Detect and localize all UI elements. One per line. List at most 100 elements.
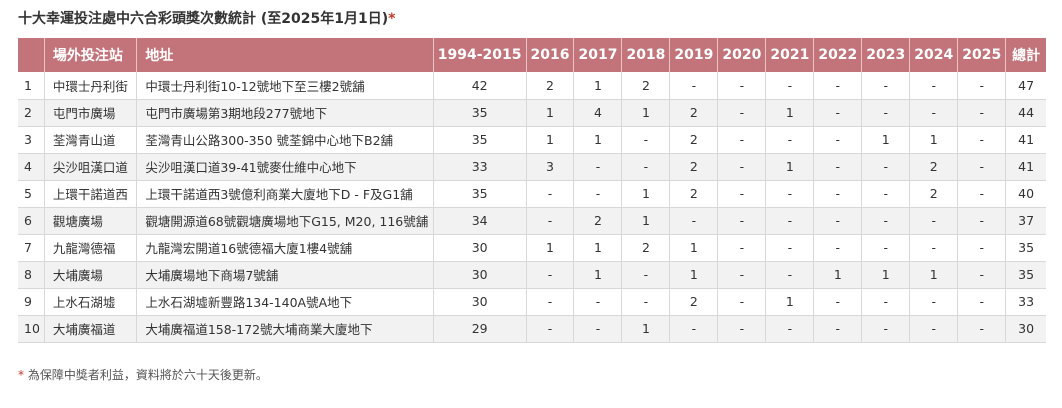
table-cell: 2 — [669, 153, 718, 180]
table-cell: 上環干諾道西3號億利商業大廈地下D - F及G1舖 — [136, 180, 434, 207]
column-header: 2021 — [765, 38, 814, 72]
table-cell: 35 — [432, 99, 527, 126]
table-row: 9 上水石湖墟 上水石湖墟新豐路134-140A號A地下 30- - -2-1- - - -33 — [18, 288, 1046, 315]
table-cell: 9 — [24, 294, 32, 309]
table-cell: - — [525, 207, 574, 234]
table-row: 4 尖沙咀漢口道 尖沙咀漢口道39-41號麥仕維中心地下 33 3- -2-1- -2-41 — [18, 153, 1046, 180]
table-cell: 3 — [24, 132, 32, 147]
table-cell: - — [765, 261, 814, 288]
table-cell: - — [861, 180, 910, 207]
table-cell: - — [621, 126, 670, 153]
table-cell: - — [813, 288, 862, 315]
table-cell: 1 — [621, 207, 670, 234]
table-cell: 屯門市廣場 — [43, 99, 137, 126]
footnote: * 為保障中獎者利益，資料將於六十天後更新。 — [18, 366, 268, 383]
table-cell: 大埔廣場地下商場7號舖 — [136, 261, 434, 288]
column-header: 場外投注站 — [43, 38, 137, 72]
table-cell: 35 — [432, 126, 527, 153]
column-header: 地址 — [136, 38, 434, 72]
table-cell: - — [765, 72, 814, 99]
table-body: 1 中環士丹利街 中環士丹利街10-12號地下至三樓2號舖 42 2 1 2- - - - - - -4… — [18, 72, 1046, 342]
table-cell: 大埔廣福道 — [43, 315, 137, 342]
table-cell: 1 — [24, 77, 32, 93]
table-cell: 觀塘開源道68號觀塘廣場地下G15, M20, 116號舖 — [136, 207, 434, 234]
table-cell: - — [765, 207, 814, 234]
table-cell: 2 — [621, 72, 670, 99]
table-row: 1 中環士丹利街 中環士丹利街10-12號地下至三樓2號舖 42 2 1 2- - - - - - -4… — [18, 72, 1046, 99]
table-cell: 中環士丹利街 — [43, 72, 137, 99]
table-cell: - — [861, 288, 910, 315]
table-cell: 1 — [813, 261, 862, 288]
table-cell: - — [525, 315, 574, 342]
table-cell: - — [957, 288, 1006, 315]
page-title: 十大幸運投注處中六合彩頭獎次數統計 (至2025年1月1日)* — [18, 8, 395, 28]
table-cell: - — [957, 72, 1006, 99]
table-cell: 30 — [1005, 315, 1046, 342]
table-cell: - — [621, 261, 670, 288]
table-cell: - — [813, 99, 862, 126]
table-row: 6 觀塘廣場 觀塘開源道68號觀塘廣場地下G15, M20, 116號舖 34-2 1-… — [18, 207, 1046, 234]
table-cell: 1 — [621, 180, 670, 207]
table-cell: 41 — [1005, 153, 1046, 180]
table-row: 5 上環干諾道西 上環干諾道西3號億利商業大廈地下D - F及G1舖 35- -1 2- -… — [18, 180, 1046, 207]
table-cell: 41 — [1005, 126, 1046, 153]
table-cell: - — [669, 207, 718, 234]
table-cell: - — [861, 72, 910, 99]
column-header: 總計 — [1005, 38, 1046, 72]
table-cell: 3 — [525, 153, 574, 180]
table-cell: 6 — [24, 213, 32, 228]
table-cell: 7 — [24, 240, 32, 255]
table-cell: - — [861, 207, 910, 234]
table-cell: 2 — [669, 288, 718, 315]
table-cell: 4 — [573, 99, 622, 126]
page-title-text: 十大幸運投注處中六合彩頭獎次數統計 (至2025年1月1日) — [18, 11, 389, 27]
table-cell: - — [861, 153, 910, 180]
table-cell: - — [717, 261, 766, 288]
table-cell: - — [909, 315, 958, 342]
table-cell: 1 — [525, 126, 574, 153]
table-cell: - — [957, 207, 1006, 234]
table-cell: - — [621, 288, 670, 315]
table-cell: - — [573, 288, 622, 315]
table-header: 場外投注站 地址 1994-2015 2016 2017 2018 2019 2020 2021… — [18, 38, 1046, 72]
table-cell: 上水石湖墟 — [43, 288, 137, 315]
table-cell: 荃灣青山道 — [43, 126, 137, 153]
table-cell: - — [957, 180, 1006, 207]
column-header: 2019 — [669, 38, 718, 72]
table-cell: - — [909, 99, 958, 126]
table-cell: 屯門市廣場第3期地段277號地下 — [136, 99, 434, 126]
table-cell: 44 — [1005, 99, 1046, 126]
table-cell: - — [813, 234, 862, 261]
table-cell: - — [669, 72, 718, 99]
table-cell: 1 — [909, 126, 958, 153]
table-cell: 2 — [669, 126, 718, 153]
table-cell: - — [717, 207, 766, 234]
table-cell: 九龍灣宏開道16號德福大廈1樓4號舖 — [136, 234, 434, 261]
table-cell: 47 — [1005, 72, 1046, 99]
table-cell: 上水石湖墟新豐路134-140A號A地下 — [136, 288, 434, 315]
table-row: 3 荃灣青山道 荃灣青山公路300-350 號荃錦中心地下B2舖 35 1 1-2- - -1… — [18, 126, 1046, 153]
table-cell: - — [813, 315, 862, 342]
table-cell: - — [765, 180, 814, 207]
table-cell: - — [573, 315, 622, 342]
table-cell: - — [957, 315, 1006, 342]
table-cell: 1 — [573, 261, 622, 288]
table-cell: 2 — [909, 153, 958, 180]
table-cell: 尖沙咀漢口道 — [43, 153, 137, 180]
table-cell: - — [525, 288, 574, 315]
table-cell: 30 — [432, 288, 527, 315]
table-cell: 30 — [432, 234, 527, 261]
table-cell: - — [717, 126, 766, 153]
table-cell: - — [957, 261, 1006, 288]
table-cell: 30 — [432, 261, 527, 288]
table-cell: - — [813, 180, 862, 207]
table-cell: 大埔廣福道158-172號大埔商業大廈地下 — [136, 315, 434, 342]
table-cell: - — [717, 288, 766, 315]
table-cell: - — [813, 207, 862, 234]
table-cell: - — [573, 180, 622, 207]
column-header: 2017 — [573, 38, 622, 72]
table-cell: 35 — [432, 180, 527, 207]
table-cell: 1 — [621, 99, 670, 126]
table-cell: 8 — [24, 267, 32, 282]
table-cell: 2 — [669, 180, 718, 207]
